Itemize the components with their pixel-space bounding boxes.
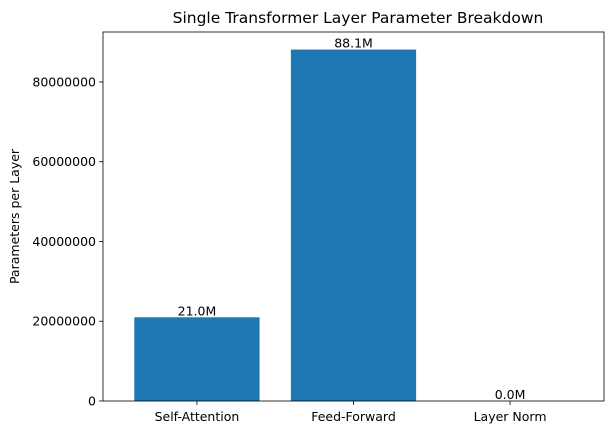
y-tick-label: 0 bbox=[88, 394, 96, 409]
axes-frame bbox=[102, 31, 605, 402]
y-tick-label: 40000000 bbox=[32, 234, 96, 249]
bar bbox=[290, 49, 417, 401]
x-tick-label: Layer Norm bbox=[474, 409, 547, 424]
data-label: 88.1M bbox=[334, 36, 373, 51]
y-axis-label: Parameters per Layer bbox=[7, 148, 22, 284]
plot-area: 21.0M Self-Attention 88.1M Feed-Forward 0.0M… bbox=[32, 31, 605, 424]
x-tick-label: Feed-Forward bbox=[311, 409, 396, 424]
x-tick-label: Self-Attention bbox=[155, 409, 240, 424]
chart-title: Single Transformer Layer Parameter Break… bbox=[173, 9, 544, 27]
y-tick-label: 60000000 bbox=[32, 154, 96, 169]
data-label: 0.0M bbox=[495, 387, 526, 402]
data-label: 21.0M bbox=[178, 303, 217, 318]
y-tick-label: 20000000 bbox=[32, 314, 96, 329]
bar bbox=[134, 317, 260, 401]
y-tick-label: 80000000 bbox=[32, 74, 96, 89]
